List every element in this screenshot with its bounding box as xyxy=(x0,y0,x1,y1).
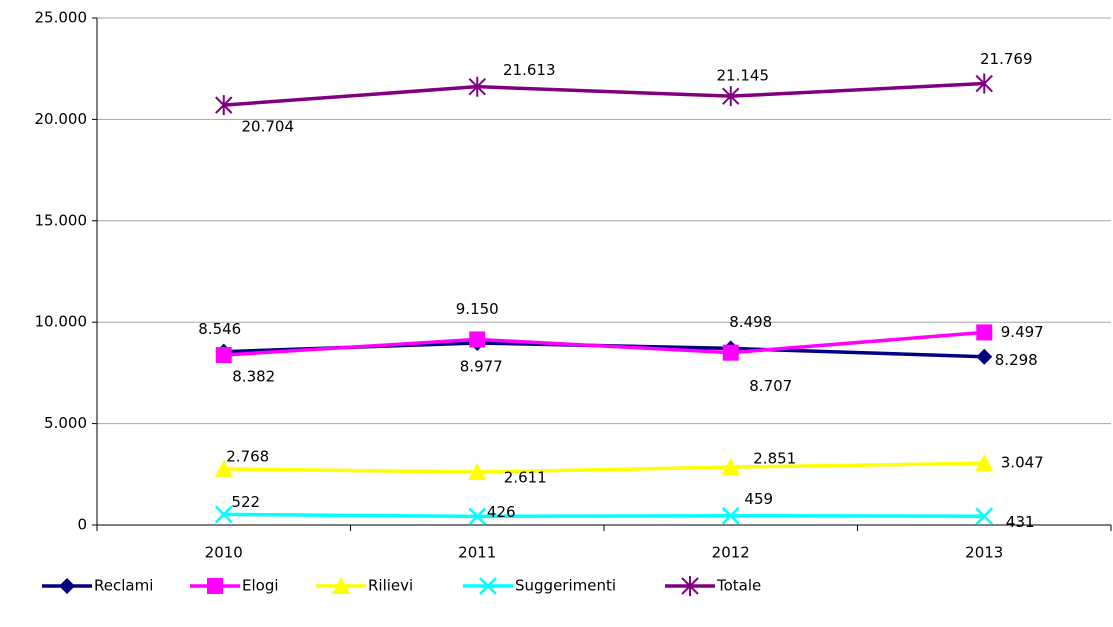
y-tick-label: 20.000 xyxy=(35,110,88,128)
marker xyxy=(975,507,994,526)
legend-label: Totale xyxy=(716,577,761,595)
data-label: 21.145 xyxy=(717,67,770,85)
marker xyxy=(722,344,739,361)
data-label: 522 xyxy=(231,493,260,511)
marker xyxy=(976,348,993,365)
marker xyxy=(59,578,75,594)
x-tick-label: 2011 xyxy=(458,544,496,562)
legend-label: Rilievi xyxy=(368,577,413,595)
legend-label: Reclami xyxy=(94,577,153,595)
marker xyxy=(468,507,487,526)
x-tick-label: 2012 xyxy=(712,544,750,562)
data-label: 9.150 xyxy=(456,300,499,318)
y-tick-label: 5.000 xyxy=(44,414,87,432)
marker xyxy=(975,454,994,472)
legend-label: Suggerimenti xyxy=(515,577,616,595)
series-line xyxy=(223,81,985,107)
marker xyxy=(721,458,740,476)
marker xyxy=(976,324,993,341)
data-label: 8.977 xyxy=(460,357,503,375)
x-tick-label: 2013 xyxy=(965,544,1003,562)
marker xyxy=(721,506,740,525)
marker xyxy=(722,86,740,107)
data-label: 21.613 xyxy=(503,61,556,79)
marker xyxy=(207,578,223,594)
data-label: 2.611 xyxy=(504,469,547,487)
data-label: 2.851 xyxy=(753,450,796,468)
y-tick-label: 0 xyxy=(77,516,87,534)
marker xyxy=(215,95,233,116)
y-tick-label: 10.000 xyxy=(35,313,88,331)
data-label: 8.298 xyxy=(995,351,1038,369)
data-label: 8.382 xyxy=(232,368,275,386)
data-label: 431 xyxy=(1006,513,1035,531)
series-line xyxy=(223,330,985,357)
data-label: 3.047 xyxy=(1001,454,1044,472)
series-line xyxy=(223,512,985,519)
marker xyxy=(469,331,486,348)
data-label: 2.768 xyxy=(226,447,269,465)
data-label: 426 xyxy=(487,503,516,521)
data-label: 20.704 xyxy=(242,118,295,136)
y-tick-label: 25.000 xyxy=(35,9,88,27)
marker xyxy=(479,577,497,595)
marker xyxy=(468,76,486,97)
y-tick-label: 15.000 xyxy=(35,211,88,229)
data-label: 8.498 xyxy=(729,313,772,331)
x-tick-label: 2010 xyxy=(205,544,243,562)
legend-label: Elogi xyxy=(242,577,279,595)
data-label: 8.707 xyxy=(749,377,792,395)
marker xyxy=(332,577,350,594)
marker xyxy=(214,459,233,477)
data-label: 21.769 xyxy=(980,50,1033,68)
marker xyxy=(975,73,993,94)
data-label: 459 xyxy=(744,490,773,508)
marker xyxy=(215,347,232,364)
data-label: 8.546 xyxy=(198,320,241,338)
marker xyxy=(681,576,699,596)
series-line xyxy=(223,461,985,474)
marker xyxy=(214,505,233,524)
data-label: 9.497 xyxy=(1001,323,1044,341)
marker xyxy=(468,463,487,481)
